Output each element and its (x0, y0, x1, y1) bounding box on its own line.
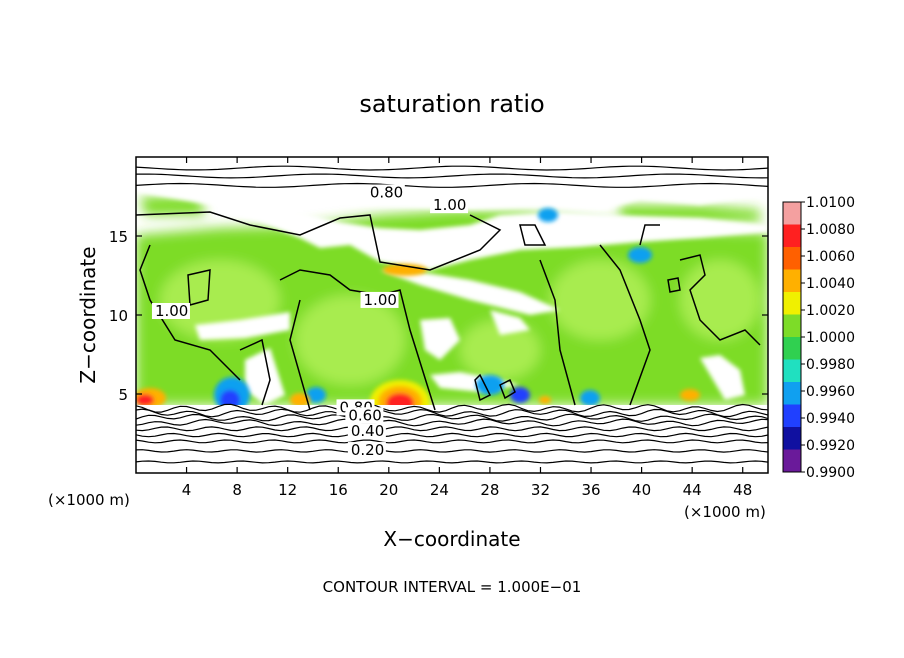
x-tick-label: 32 (531, 481, 550, 499)
contour-line (136, 418, 768, 427)
colorbar-label: 1.0020 (806, 303, 855, 319)
colorbar-swatch (783, 337, 801, 360)
colorbar-swatch (783, 314, 801, 338)
contour-label: 0.80 (370, 184, 403, 202)
dry-patch (700, 355, 745, 400)
contour-label-bg (151, 303, 190, 319)
contour-line (136, 449, 768, 453)
colorbar: 1.0100 1.0080 1.0060 1.0040 1.0020 1.0000 0.99… (782, 195, 855, 481)
colorbar-label: 1.0060 (806, 249, 855, 265)
colorbar-swatch (783, 292, 801, 315)
x-tick-label: 48 (733, 481, 752, 499)
colorbar-swatch (783, 404, 801, 428)
y-tick-label: 15 (109, 228, 128, 246)
x-tick-label: 24 (430, 481, 449, 499)
warm-spot (680, 389, 700, 401)
colorbar-label: 0.9940 (806, 411, 855, 427)
x-axis-label: X−coordinate (383, 527, 520, 551)
dry-intrusion-wedge (380, 270, 560, 315)
x-tick-label: 12 (278, 481, 297, 499)
contour-line (136, 413, 768, 422)
contour-lines-mid (136, 211, 761, 411)
x-tick-label: 4 (182, 481, 192, 499)
colorbar-label: 1.0100 (806, 195, 855, 211)
colorbar-swatch (783, 247, 801, 270)
contour-label: 1.00 (155, 302, 188, 320)
colorbar-swatch (783, 359, 801, 383)
contour-line-upper (136, 173, 768, 179)
y-tick-label: 10 (109, 307, 128, 325)
blue-rim (580, 390, 600, 406)
contour-line (136, 460, 768, 464)
contour-line (136, 403, 768, 413)
contour-label: 0.60 (348, 406, 381, 424)
colorbar-swatch (783, 202, 801, 225)
x-unit-left: (×1000 m) (48, 491, 130, 509)
contour-line-upper (136, 165, 768, 171)
dry-patch (245, 348, 285, 405)
colorbar-label: 1.0000 (806, 330, 855, 346)
contour-label-bg (345, 407, 384, 424)
x-tick-label: 28 (480, 481, 499, 499)
contour-label: 0.20 (351, 441, 384, 459)
light-green-patch (550, 260, 650, 340)
warm-spot (383, 264, 427, 276)
colorbar-label: 0.9920 (806, 438, 855, 454)
x-tick-label: 36 (581, 481, 600, 499)
contour-label: 1.00 (364, 291, 397, 309)
contour-label: 0.40 (351, 422, 384, 440)
y-tick-label: 5 (118, 386, 128, 404)
colorbar-label: 1.0040 (806, 276, 855, 292)
warm-spot (136, 394, 154, 406)
contour-interval-note: CONTOUR INTERVAL = 1.000E−01 (323, 578, 582, 596)
contour-line (136, 426, 768, 432)
contour-lines-low (136, 403, 768, 464)
colorbar-swatch (783, 427, 801, 450)
contour-label-bg (347, 423, 386, 440)
contour-label: 1.00 (433, 196, 466, 214)
chart-title: saturation ratio (359, 90, 544, 118)
contour-lines-upper (136, 165, 768, 188)
dry-intrusion-upper (136, 157, 768, 212)
blue-rim (628, 247, 652, 263)
warm-spot (539, 396, 551, 404)
dry-patch (420, 318, 460, 360)
blue-rim (538, 208, 558, 222)
x-unit-right: (×1000 m) (684, 503, 766, 521)
dry-patch (195, 312, 290, 340)
x-tick-label: 44 (683, 481, 702, 499)
colorbar-swatch (783, 224, 801, 248)
colorbar-swatch (783, 269, 801, 293)
colorbar-swatch (783, 449, 801, 473)
blue-rim (306, 387, 326, 403)
plot-area: 0.801.001.001.000.800.600.400.20 (136, 157, 768, 473)
contour-label-bg (347, 442, 386, 459)
y-axis-label: Z−coordinate (76, 246, 100, 383)
contour-label-bg (430, 197, 469, 214)
colorbar-swatch (783, 382, 801, 405)
blue-rim (510, 387, 530, 403)
x-tick-label: 40 (632, 481, 651, 499)
light-green-patch (460, 320, 540, 380)
light-green-patch (680, 260, 760, 340)
warm-spot (290, 393, 310, 407)
x-tick-label: 8 (232, 481, 242, 499)
light-green-patch (295, 295, 405, 385)
x-tick-label: 20 (379, 481, 398, 499)
x-tick-label: 16 (329, 481, 348, 499)
contour-label-bg (366, 184, 405, 201)
colorbar-label: 1.0080 (806, 222, 855, 238)
contour-label-bg (360, 291, 399, 308)
contour-line (136, 432, 768, 438)
colorbar-label: 0.9980 (806, 357, 855, 373)
contour-line (136, 439, 768, 444)
colorbar-label: 0.9900 (806, 465, 855, 481)
contour-line-upper (136, 182, 768, 188)
dry-patch (490, 310, 530, 335)
colorbar-label: 0.9960 (806, 384, 855, 400)
contour-line (136, 408, 768, 418)
